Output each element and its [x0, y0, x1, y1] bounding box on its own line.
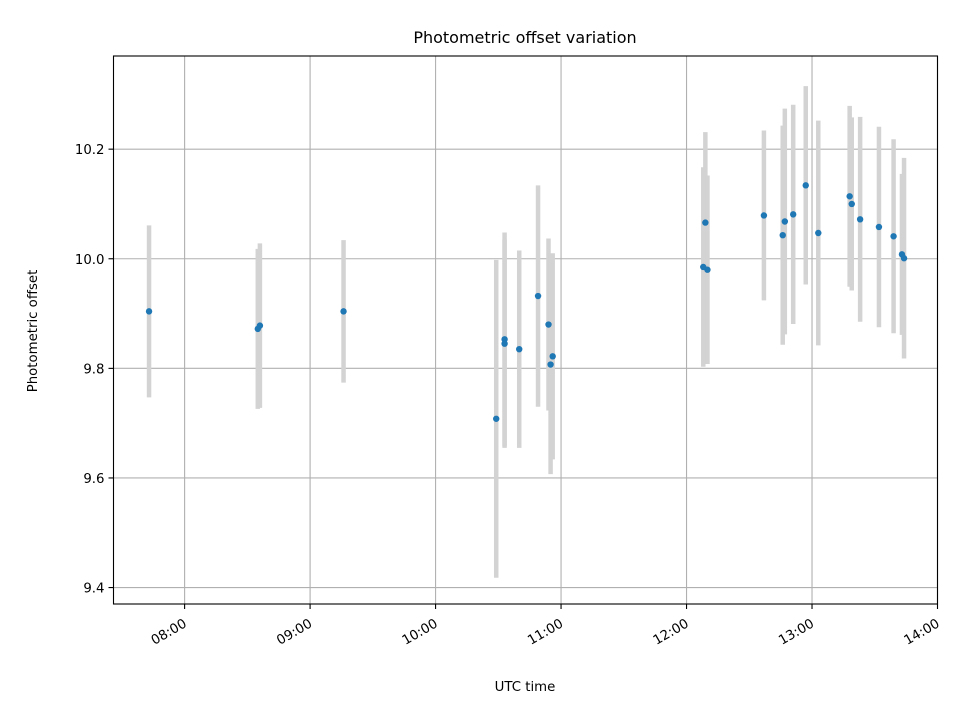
data-point [781, 218, 789, 225]
grid [113, 56, 939, 604]
x-axis-label: UTC time [495, 680, 556, 695]
data-point [856, 216, 864, 223]
data-point [256, 322, 264, 329]
y-tick-label: 10.0 [75, 253, 105, 268]
data-point [549, 353, 556, 360]
data-point [516, 345, 523, 353]
data-point [760, 212, 768, 219]
data-point [501, 340, 508, 347]
data-point [145, 308, 153, 315]
data-point [702, 219, 709, 226]
plot-frame [112, 55, 939, 605]
data-point [501, 336, 508, 343]
data-point [545, 321, 552, 328]
data-point [875, 223, 883, 231]
data-point [846, 193, 853, 200]
y-tick-label: 10.2 [75, 143, 105, 158]
data-point [340, 308, 347, 315]
data-point [789, 211, 797, 218]
data-points [145, 182, 908, 422]
y-tick-label: 9.4 [83, 582, 104, 597]
y-tick-label: 9.6 [83, 472, 104, 487]
data-point [704, 266, 711, 273]
data-point [815, 229, 822, 237]
y-tick-label: 9.8 [83, 362, 104, 377]
data-point [779, 231, 786, 239]
y-axis-ticks: 9.4 9.6 9.8 10.0 10.2 [75, 143, 114, 597]
chart-title: Photometric offset variation [413, 28, 636, 47]
data-point [848, 200, 855, 208]
data-point [547, 361, 554, 368]
data-point [802, 182, 809, 189]
y-axis-label: Photometric offset [26, 270, 41, 393]
data-point [890, 233, 897, 240]
data-point [900, 255, 908, 262]
data-point [493, 415, 500, 422]
data-point [534, 292, 542, 300]
